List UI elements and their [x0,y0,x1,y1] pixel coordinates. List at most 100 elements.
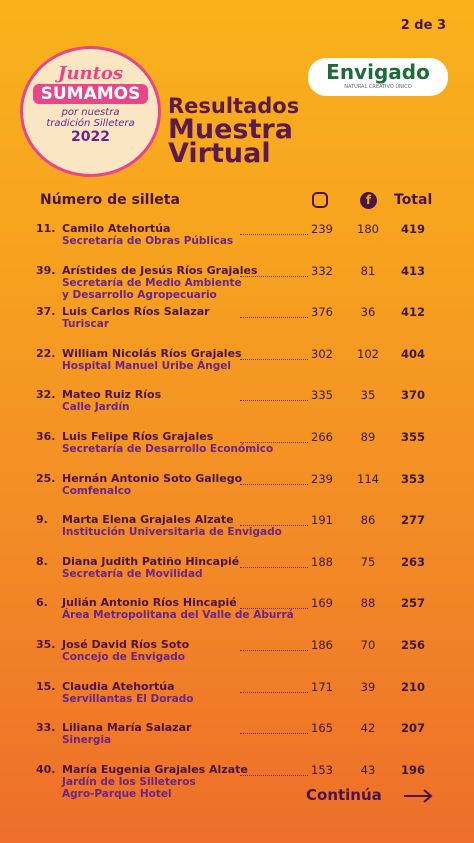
facebook-count: 42 [360,721,376,736]
title-line: Muestra [168,114,293,145]
facebook-count: 75 [360,554,376,569]
total-count: 256 [400,638,425,652]
instagram-count: 191 [311,513,333,528]
leader [240,566,308,568]
total-count: 412 [400,305,425,320]
leader [240,774,308,776]
total-count: 207 [400,721,425,736]
row-org: Sinergia [62,734,112,747]
row-number: 8. [36,554,48,568]
total-count: 277 [400,513,425,528]
row-name: José David Ríos Soto [62,638,190,651]
total-count: 419 [400,222,425,236]
brand-name: Envigado [326,60,430,84]
instagram-count: 186 [311,638,333,652]
row-number: 32. [36,388,56,402]
instagram-count: 153 [311,762,333,777]
instagram-count: 239 [311,222,333,236]
badge-text: 2022 [71,129,110,145]
total-count: 413 [400,263,425,278]
total-count: 257 [400,596,425,611]
row-name: Hernán Antonio Soto Gallego [62,471,243,485]
header-total: Total [394,192,433,208]
badge-text: tradición Silletera [46,118,135,129]
facebook-count: 35 [360,388,376,403]
row-name: Luis Felipe Ríos Grajales [62,430,214,443]
row-org: Jardín de los Silleteros [62,775,196,788]
row-number: 40. [36,762,56,776]
instagram-count: 302 [311,346,333,361]
instagram-icon [312,192,328,208]
row-number: 36. [36,430,56,443]
row-name: María Eugenia Grajales Alzate [62,762,248,776]
instagram-count: 266 [311,430,333,444]
row-org: Hospital Manuel Uribe Ángel [62,359,232,372]
header-name: Número de silleta [40,192,180,208]
continue: Continúa [306,786,382,804]
arrow [404,789,433,803]
leader [240,650,308,651]
leader [240,358,308,360]
instagram-count: 188 [311,554,333,569]
row-number: 39. [36,263,56,277]
row-org: Área Metropolitana del Valle de Aburrá [62,609,294,622]
facebook-count: 102 [357,346,379,361]
row-org: Secretaría de Obras Públicas [62,235,234,247]
facebook-icon: f [360,192,377,209]
row-number: 11. [36,222,56,235]
badge-text: Juntos [57,63,124,84]
leader [240,234,308,235]
row-number: 15. [36,679,56,693]
total-count: 404 [400,346,425,361]
leader [240,400,308,402]
facebook-count: 43 [360,762,376,777]
row-name: Julián Antonio Ríos Hincapié [62,596,237,610]
leader [240,525,308,527]
row-number: 37. [36,305,56,319]
row-org: Comfenalco [62,484,132,497]
facebook-count: 180 [357,222,379,236]
instagram-count: 165 [311,721,333,736]
row-number: 22. [36,346,56,360]
instagram-count: 376 [311,305,333,320]
row-name: Luis Carlos Ríos Salazar [62,305,210,319]
title-line: Virtual [168,138,271,169]
row-name: William Nicolás Ríos Grajales [62,346,242,360]
total-count: 370 [400,388,425,403]
brand-logo: Envigado NATURAL CREATIVO ÚNICO [308,58,448,96]
row-name: Arístides de Jesús Ríos Grajales [62,263,258,277]
instagram-count: 239 [311,471,333,486]
brand-tagline: NATURAL CREATIVO ÚNICO [344,84,412,90]
row-number: 9. [36,513,48,527]
row-org: y Desarrollo Agropecuario [62,288,217,301]
facebook-count: 39 [360,679,376,694]
facebook-count: 86 [360,513,376,528]
row-org: Concejo de Envigado [62,651,185,663]
total-count: 196 [400,762,425,777]
row-number: 35. [36,638,56,651]
row-org: Secretaría de Medio Ambiente [62,276,242,289]
row-org: Turiscar [62,318,109,331]
leader [240,608,308,610]
badge-text: por nuestra [61,107,120,118]
facebook-count: 88 [360,596,376,611]
row-org: Calle Jardín [62,401,130,414]
leader [240,483,308,485]
row-number: 33. [36,721,56,735]
row-name: Marta Elena Grajales Alzate [62,513,234,527]
row-name: Camilo Atehortúa [62,222,171,235]
instagram-count: 171 [311,679,333,694]
facebook-count: 89 [360,430,376,444]
total-count: 210 [400,679,425,694]
row-org: Institución Universitaria de Envigado [62,526,282,539]
row-org: Servillantas El Dorado [62,692,194,705]
leader [240,275,308,277]
title: Resultados Muestra Virtual [168,94,299,169]
total-count: 355 [400,430,425,444]
facebook-count: 81 [360,263,376,278]
leader [240,733,308,735]
facebook-count: 70 [360,638,376,652]
leader [240,691,308,693]
instagram-count: 169 [311,596,333,611]
